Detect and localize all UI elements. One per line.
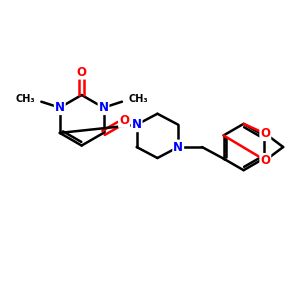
Text: N: N [132, 118, 142, 131]
Text: N: N [98, 101, 109, 114]
Text: O: O [260, 154, 270, 167]
Text: N: N [173, 140, 183, 154]
Text: N: N [55, 101, 65, 114]
Text: CH₃: CH₃ [15, 94, 35, 104]
Text: CH₃: CH₃ [128, 94, 148, 104]
Text: O: O [76, 66, 87, 79]
Text: O: O [260, 127, 270, 140]
Text: O: O [119, 114, 129, 127]
